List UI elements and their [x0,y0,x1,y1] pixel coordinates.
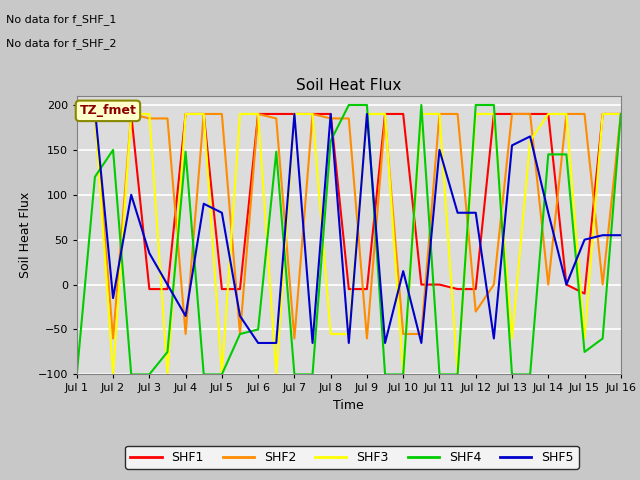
X-axis label: Time: Time [333,399,364,412]
Text: No data for f_SHF_2: No data for f_SHF_2 [6,38,117,49]
Text: No data for f_SHF_1: No data for f_SHF_1 [6,14,116,25]
Legend: SHF1, SHF2, SHF3, SHF4, SHF5: SHF1, SHF2, SHF3, SHF4, SHF5 [125,446,579,469]
Title: Soil Heat Flux: Soil Heat Flux [296,78,401,94]
Y-axis label: Soil Heat Flux: Soil Heat Flux [19,192,32,278]
Text: TZ_fmet: TZ_fmet [79,104,136,117]
